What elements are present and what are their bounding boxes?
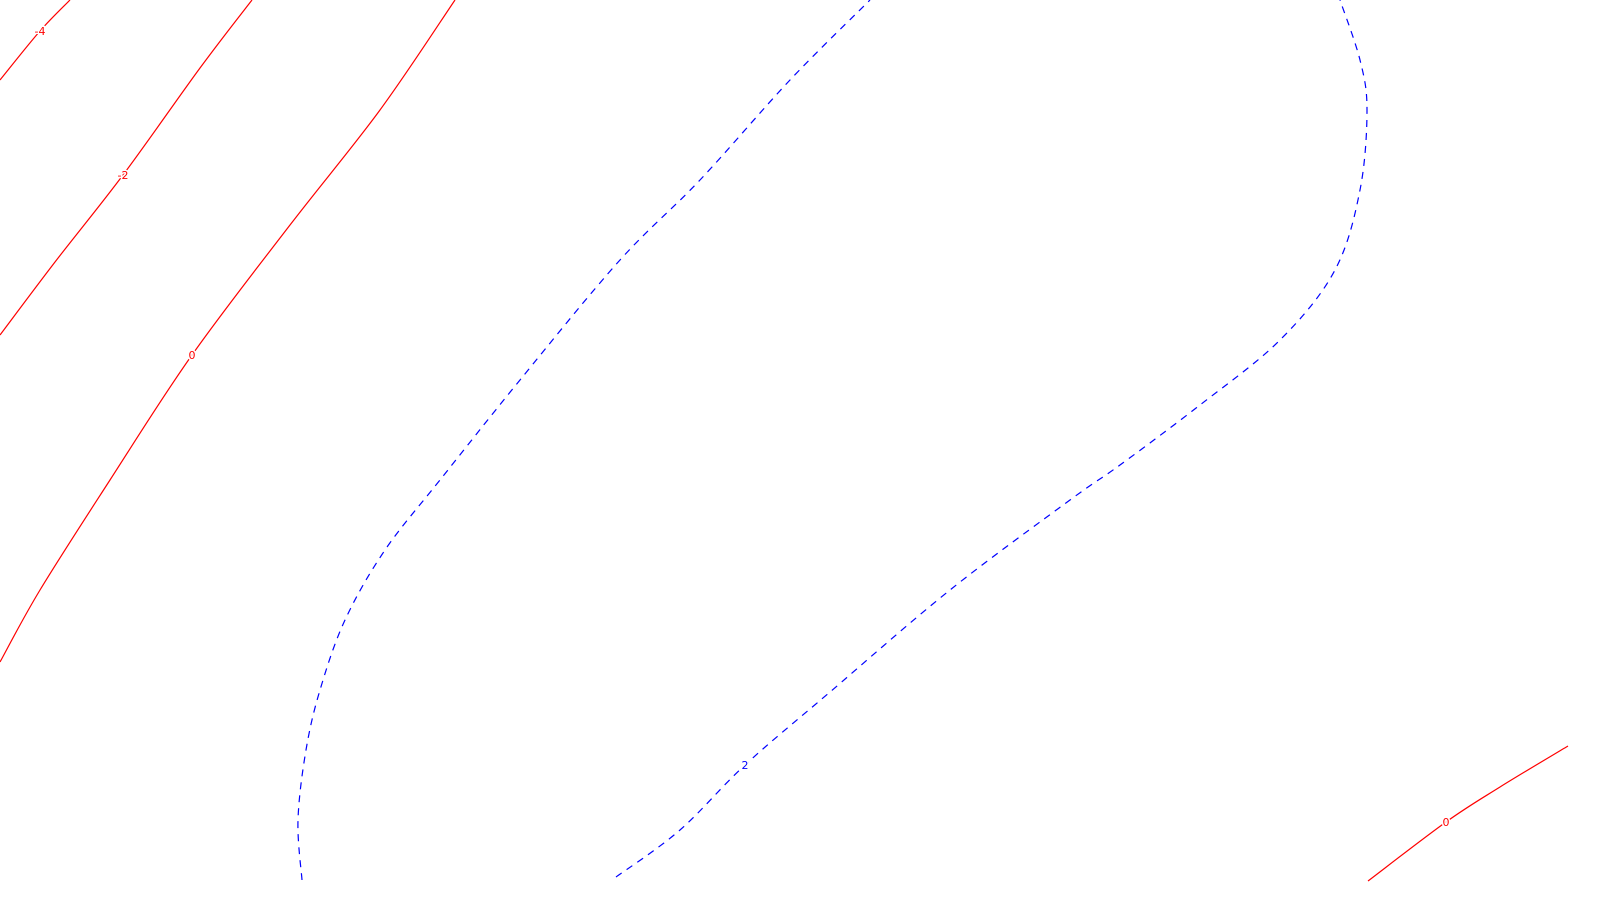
contour-line-level-0-2 xyxy=(0,0,456,663)
contour-line-level-2-3 xyxy=(297,0,871,881)
contour-label-0: -4 xyxy=(35,25,46,38)
contour-lines-layer xyxy=(0,0,1569,882)
contour-label-2: 0 xyxy=(189,349,196,362)
contour-label-1: -2 xyxy=(118,169,129,182)
contour-label-3: 2 xyxy=(742,759,749,772)
contour-line-level-neg4-0 xyxy=(0,0,71,81)
contour-line-level-neg2-1 xyxy=(0,0,253,336)
contour-label-4: 0 xyxy=(1443,816,1450,829)
contour-line-level-0-5 xyxy=(1367,745,1569,882)
contour-line-level-2-4 xyxy=(615,0,1368,878)
contour-labels-layer: -4 -2 0 2 0 xyxy=(33,24,1451,831)
